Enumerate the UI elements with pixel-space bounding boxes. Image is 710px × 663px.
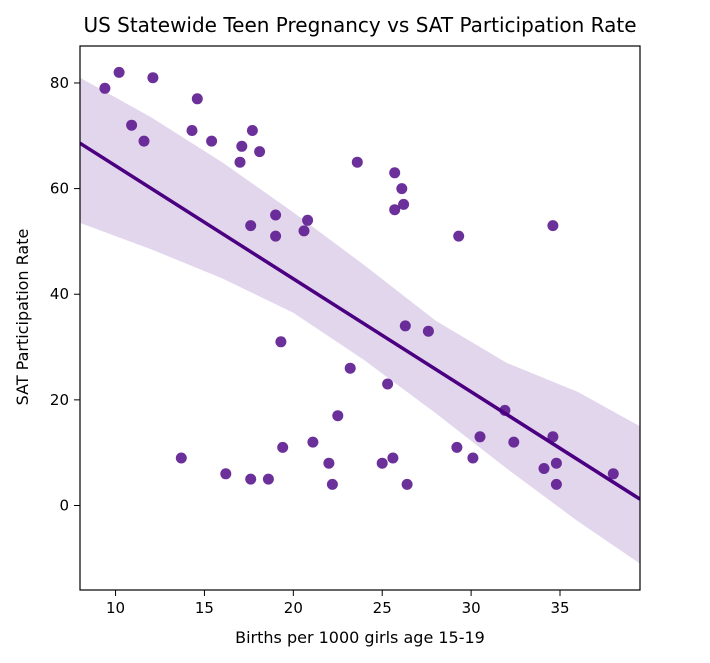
data-point xyxy=(396,183,408,195)
data-point xyxy=(547,431,559,443)
x-tick-label: 30 xyxy=(462,599,481,617)
data-point xyxy=(344,362,356,374)
data-point xyxy=(147,72,159,84)
x-axis-label: Births per 1000 girls age 15-19 xyxy=(235,628,485,647)
data-point xyxy=(254,146,266,158)
data-point xyxy=(467,452,479,464)
data-point xyxy=(245,220,257,232)
data-point xyxy=(399,320,411,332)
data-point xyxy=(332,410,344,422)
data-point xyxy=(422,325,434,337)
data-point xyxy=(550,457,562,469)
data-point xyxy=(323,457,335,469)
data-point xyxy=(387,452,399,464)
data-point xyxy=(538,463,550,474)
data-point xyxy=(175,452,187,464)
data-point xyxy=(398,198,410,210)
x-tick-label: 35 xyxy=(550,599,569,617)
plot-area: 10 15 20 25 30 35 0 20 40 60 80 xyxy=(50,45,641,617)
x-tick-label: 20 xyxy=(284,599,303,617)
data-point xyxy=(607,468,619,480)
data-point xyxy=(376,457,388,469)
data-point xyxy=(389,204,401,216)
data-point xyxy=(126,119,138,131)
data-point xyxy=(270,230,282,242)
y-tick-label: 40 xyxy=(50,285,69,303)
y-axis-label: SAT Participation Rate xyxy=(13,229,32,406)
data-point xyxy=(351,156,363,168)
data-point xyxy=(453,230,465,242)
data-point xyxy=(99,82,111,94)
y-tick-label: 0 xyxy=(59,496,69,514)
data-point xyxy=(277,441,289,453)
data-point xyxy=(474,431,486,443)
data-point xyxy=(220,468,232,480)
data-point xyxy=(298,225,310,237)
data-point xyxy=(275,336,287,348)
data-point xyxy=(302,214,314,226)
data-point xyxy=(326,478,338,490)
data-point xyxy=(234,156,246,168)
regression-line xyxy=(80,141,640,501)
chart-title: US Statewide Teen Pregnancy vs SAT Parti… xyxy=(83,13,636,37)
data-point xyxy=(206,135,218,147)
data-point xyxy=(307,436,319,448)
plot-frame xyxy=(79,45,641,591)
data-point xyxy=(382,378,394,390)
data-point xyxy=(113,66,125,78)
data-point xyxy=(245,473,257,485)
y-tick-label: 80 xyxy=(50,74,69,92)
data-point xyxy=(451,441,463,453)
data-point xyxy=(246,125,258,136)
y-tick-label: 20 xyxy=(50,391,69,409)
data-point xyxy=(262,473,274,485)
data-point xyxy=(138,135,150,147)
x-tick-label: 10 xyxy=(106,599,125,617)
y-tick-label: 60 xyxy=(50,180,69,198)
data-point xyxy=(550,478,562,490)
data-point xyxy=(508,436,520,448)
x-tick-label: 25 xyxy=(373,599,392,617)
x-tick-label: 15 xyxy=(195,599,214,617)
data-point xyxy=(389,167,401,179)
data-point xyxy=(401,478,413,490)
data-point xyxy=(191,93,203,105)
data-point xyxy=(236,140,248,152)
data-point xyxy=(270,209,282,221)
data-point xyxy=(547,220,559,232)
data-point xyxy=(186,125,198,136)
